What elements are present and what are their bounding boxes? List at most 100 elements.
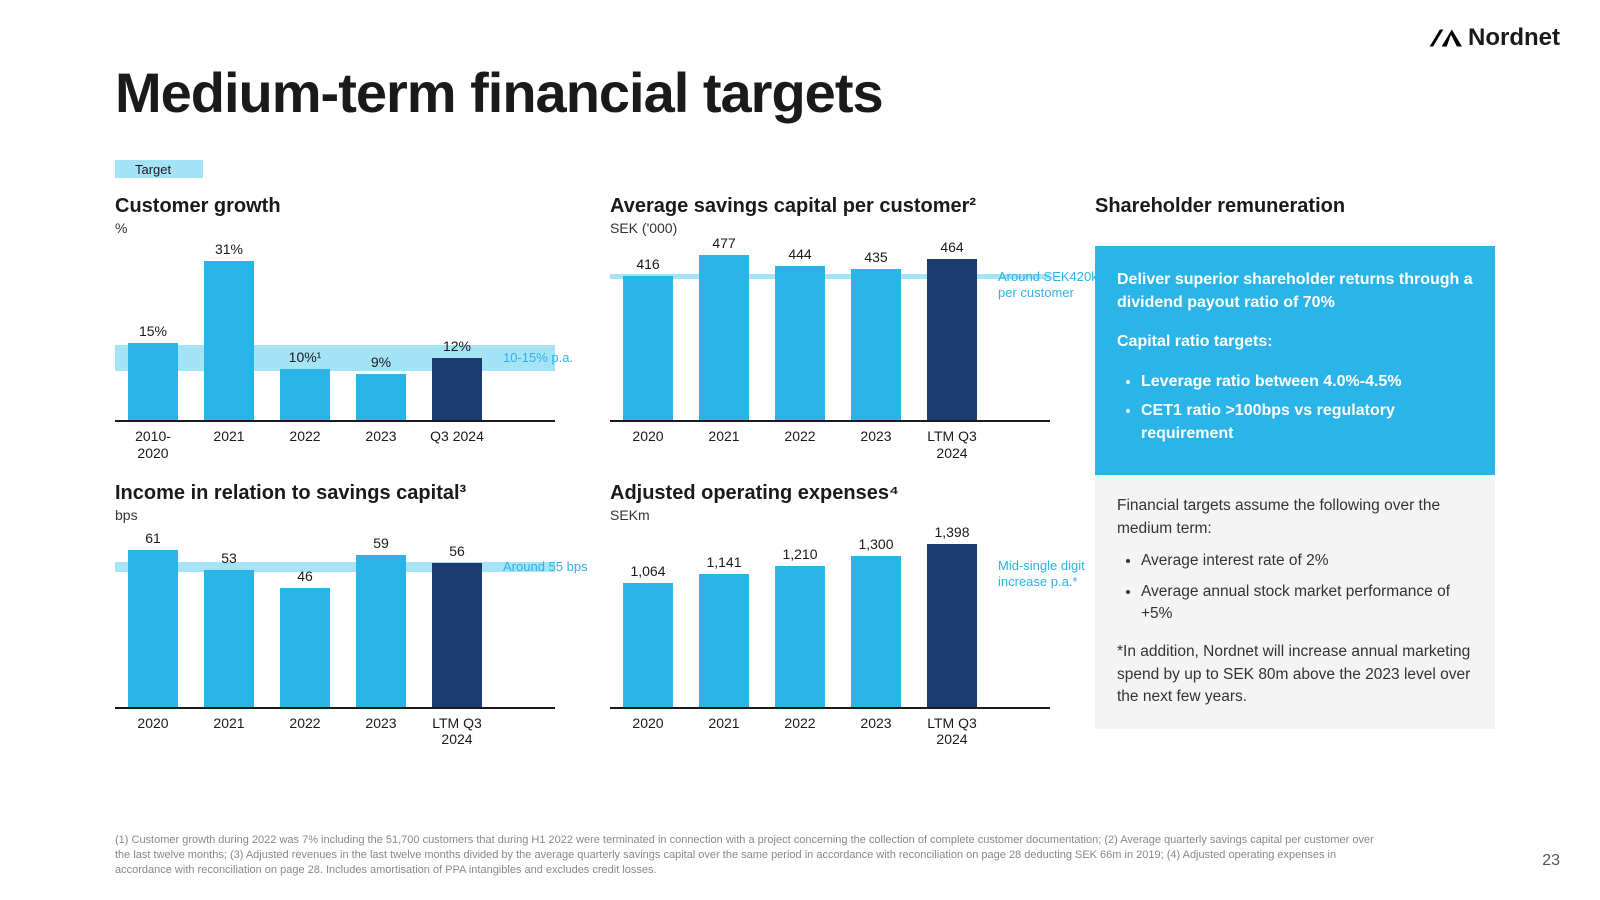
blue-bullet: Leverage ratio between 4.0%-4.5% bbox=[1141, 370, 1473, 393]
bar-value-label: 9% bbox=[371, 354, 391, 370]
right-column: Shareholder remuneration Deliver superio… bbox=[1095, 195, 1495, 729]
x-label: 2023 bbox=[351, 715, 411, 749]
gray-lead: Financial targets assume the following o… bbox=[1117, 495, 1473, 540]
blue-callout: Deliver superior shareholder returns thr… bbox=[1095, 246, 1495, 475]
chart-title: Income in relation to savings capital³ bbox=[115, 482, 555, 505]
bar-column bbox=[775, 266, 825, 420]
x-label: 2022 bbox=[770, 428, 830, 462]
chart-subtitle: SEKm bbox=[610, 507, 1050, 523]
chart-subtitle: SEK ('000) bbox=[610, 220, 1050, 236]
bar-column bbox=[432, 563, 482, 707]
bar-column bbox=[623, 276, 673, 420]
bar-column bbox=[128, 343, 178, 420]
x-label: 2010- 2020 bbox=[123, 428, 183, 462]
brand-mark-icon bbox=[1428, 27, 1462, 49]
bar-column bbox=[204, 570, 254, 706]
x-label: 2023 bbox=[846, 715, 906, 749]
target-annotation: Mid-single digit increase p.a.* bbox=[998, 558, 1108, 591]
bar-value-label: 56 bbox=[449, 543, 465, 559]
x-label: LTM Q3 2024 bbox=[427, 715, 487, 749]
gray-bullet-list: Average interest rate of 2% Average annua… bbox=[1117, 550, 1473, 625]
legend-swatch: Target bbox=[115, 160, 203, 178]
legend-label: Target bbox=[135, 162, 171, 177]
bar: 53 bbox=[199, 550, 259, 706]
chart-subtitle: bps bbox=[115, 507, 555, 523]
bar-column bbox=[356, 374, 406, 420]
x-label: 2021 bbox=[694, 715, 754, 749]
bar: 31% bbox=[199, 241, 259, 420]
x-axis-labels: 2020 2021 2022 2023 LTM Q3 2024 bbox=[610, 428, 990, 462]
x-label: 2020 bbox=[123, 715, 183, 749]
x-axis-labels: 2020202120222023LTM Q3 2024 bbox=[610, 715, 990, 749]
bars-row: 61 53 46 59 56 bbox=[115, 529, 495, 707]
chart-canvas: 15%31%10%¹9%12%10-15% p.a. bbox=[115, 242, 555, 422]
bar-column bbox=[775, 566, 825, 707]
bar-value-label: 416 bbox=[636, 256, 659, 272]
x-label: 2023 bbox=[846, 428, 906, 462]
bar: 1,300 bbox=[846, 536, 906, 707]
brand-name: Nordnet bbox=[1468, 24, 1560, 52]
chart-title: Customer growth bbox=[115, 195, 555, 218]
bar: 10%¹ bbox=[275, 349, 335, 420]
bar: 1,064 bbox=[618, 563, 678, 707]
bar-value-label: 61 bbox=[145, 530, 161, 546]
bar: 15% bbox=[123, 323, 183, 420]
chart-block: Income in relation to savings capital³ bp… bbox=[115, 482, 555, 749]
chart-canvas: 1,0641,1411,2101,3001,398Mid-single digi… bbox=[610, 529, 1050, 709]
x-label: 2022 bbox=[275, 428, 335, 462]
target-annotation: 10-15% p.a. bbox=[503, 350, 613, 366]
bar: 477 bbox=[694, 235, 754, 420]
bar-value-label: 15% bbox=[139, 323, 167, 339]
x-label: 2022 bbox=[770, 715, 830, 749]
gray-assumptions: Financial targets assume the following o… bbox=[1095, 475, 1495, 729]
bar-column bbox=[280, 588, 330, 706]
bars-row: 1,0641,1411,2101,3001,398 bbox=[610, 529, 990, 707]
target-annotation: Around SEK420k per customer bbox=[998, 269, 1108, 302]
bar-column bbox=[851, 269, 901, 420]
bars-row: 15%31%10%¹9%12% bbox=[115, 242, 495, 420]
bar: 1,141 bbox=[694, 554, 754, 707]
chart-title: Average savings capital per customer² bbox=[610, 195, 1050, 218]
bar: 1,210 bbox=[770, 546, 830, 707]
page-number: 23 bbox=[1542, 852, 1560, 870]
bar: 46 bbox=[275, 568, 335, 706]
chart-canvas: 416477444435464Around SEK420k per custom… bbox=[610, 242, 1050, 422]
bar-column bbox=[927, 544, 977, 706]
x-axis-labels: 2020202120222023LTM Q3 2024 bbox=[115, 715, 495, 749]
charts-grid: Customer growth%15%31%10%¹9%12%10-15% p.… bbox=[115, 195, 1045, 748]
bar-column bbox=[204, 261, 254, 420]
blue-bullet-list: Leverage ratio between 4.0%-4.5%CET1 rat… bbox=[1117, 370, 1473, 446]
bar: 59 bbox=[351, 535, 411, 707]
x-label: 2021 bbox=[694, 428, 754, 462]
bar-column bbox=[699, 255, 749, 420]
x-label: 2021 bbox=[199, 428, 259, 462]
shareholder-title: Shareholder remuneration bbox=[1095, 195, 1495, 218]
legend: Target bbox=[115, 160, 203, 178]
bar-column bbox=[432, 358, 482, 420]
x-label: LTM Q3 2024 bbox=[922, 428, 982, 462]
bar-value-label: 59 bbox=[373, 535, 389, 551]
bar-column bbox=[128, 550, 178, 707]
gray-bullet: Average interest rate of 2% bbox=[1141, 550, 1473, 572]
gray-bullet: Average annual stock market performance … bbox=[1141, 581, 1473, 626]
bar: 56 bbox=[427, 543, 487, 707]
bar: 435 bbox=[846, 249, 906, 420]
bar-value-label: 46 bbox=[297, 568, 313, 584]
x-label: 2020 bbox=[618, 715, 678, 749]
bar-value-label: 464 bbox=[940, 239, 963, 255]
bar-value-label: 53 bbox=[221, 550, 237, 566]
bar-value-label: 1,398 bbox=[934, 524, 969, 540]
chart-block: Average savings capital per customer² SEK… bbox=[610, 195, 1050, 462]
target-annotation: Around 55 bps bbox=[503, 559, 613, 575]
gray-note: *In addition, Nordnet will increase annu… bbox=[1117, 641, 1473, 708]
bar: 61 bbox=[123, 530, 183, 707]
bars-row: 416477444435464 bbox=[610, 242, 990, 420]
bar-column bbox=[927, 259, 977, 420]
x-label: 2020 bbox=[618, 428, 678, 462]
footnotes: (1) Customer growth during 2022 was 7% i… bbox=[115, 833, 1375, 878]
bar-value-label: 1,064 bbox=[630, 563, 665, 579]
bar-column bbox=[280, 369, 330, 420]
bar-value-label: 477 bbox=[712, 235, 735, 251]
page-title: Medium-term financial targets bbox=[115, 60, 883, 125]
bar-column bbox=[356, 555, 406, 707]
